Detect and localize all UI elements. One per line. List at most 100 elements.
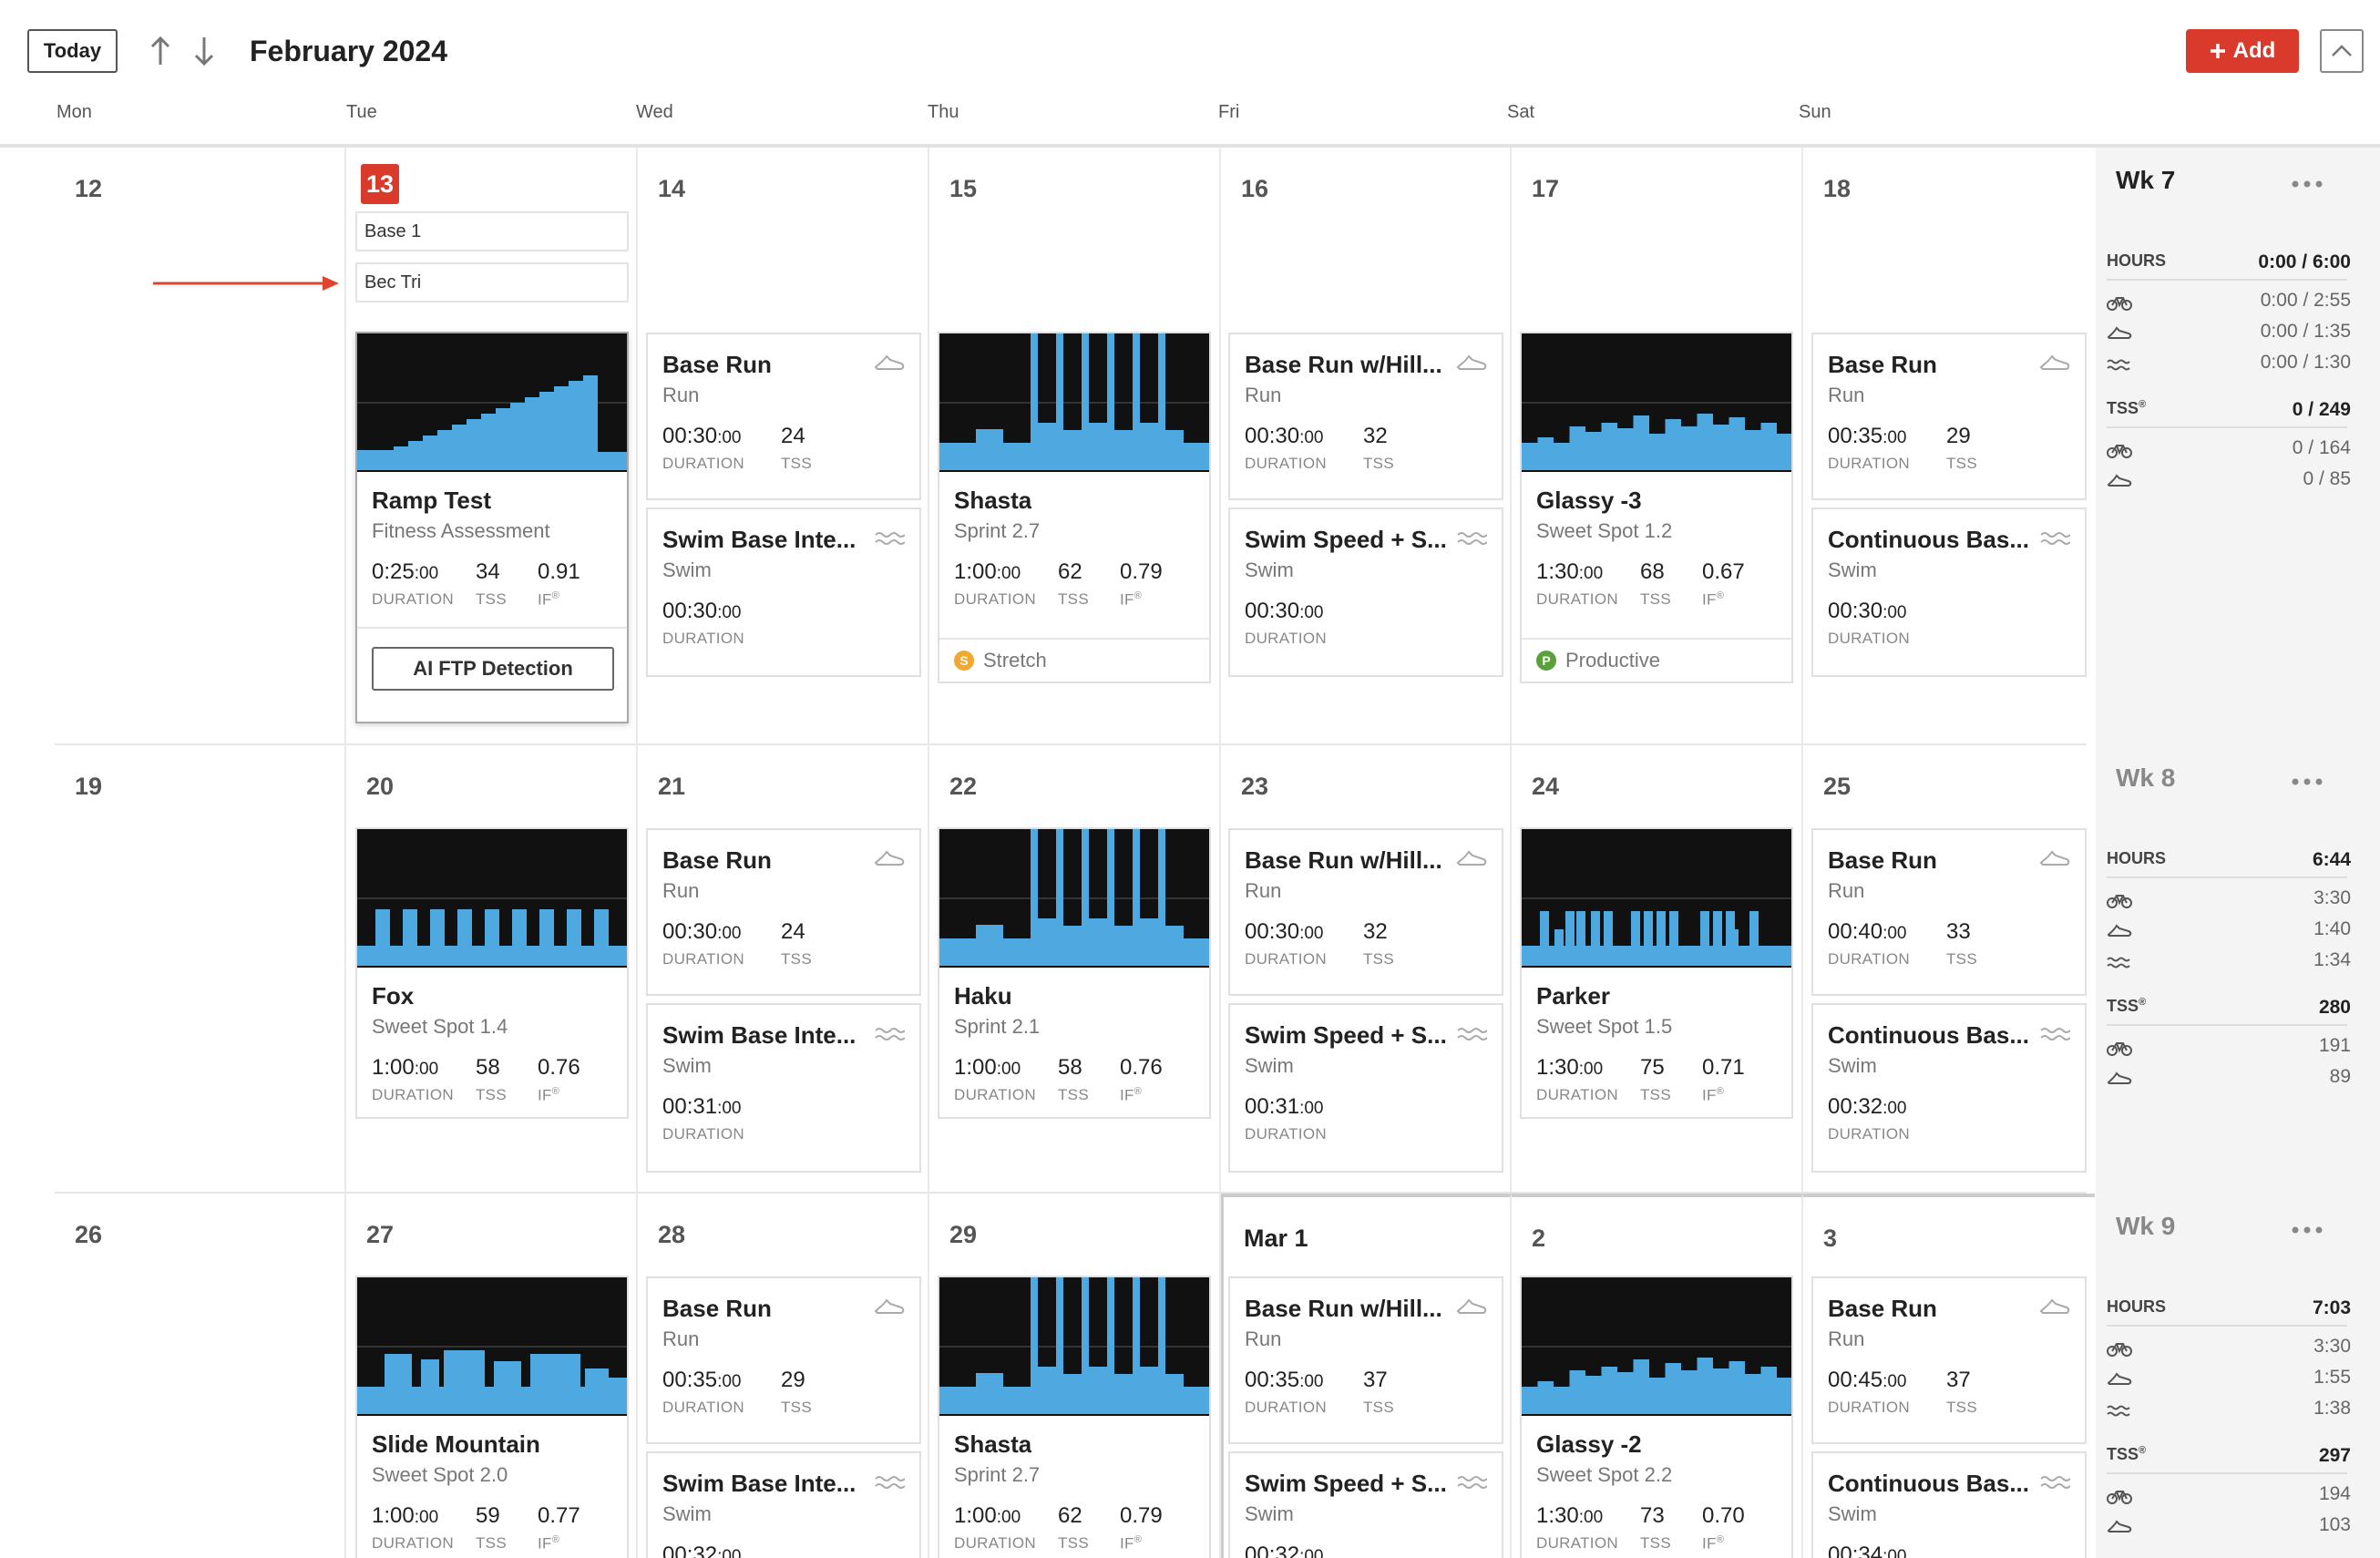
day-cell[interactable]: 22 (929, 745, 1221, 1194)
workout-card[interactable]: Swim Base Inte... Swim 00:30:00 DURATION (646, 507, 921, 677)
day-cell[interactable]: 12 (55, 148, 346, 745)
workout-card[interactable]: Base Run Run 00:30:00 DURATION 24 TSS (646, 333, 921, 500)
workout-card[interactable]: Base Run w/Hill... Run 00:35:00 DURATION 37 T… (1228, 1276, 1503, 1444)
workout-card[interactable]: Shasta Sprint 2.7 1:00:00 DURATION 62 TSS 0.79… (938, 332, 1211, 683)
if-label-text: IF (1702, 590, 1717, 609)
workout-card[interactable]: Swim Base Inte... Swim 00:31:00 DURATION (646, 1003, 921, 1173)
workout-card[interactable]: Shasta Sprint 2.7 1:00:00 DURATION 62 TSS 0.79… (938, 1276, 1211, 1558)
day-cell[interactable]: Mar 1 (1221, 1194, 1512, 1558)
tss-value: 37 (1946, 1368, 1971, 1392)
day-cell[interactable]: 16 (1221, 148, 1512, 745)
workout-title: Swim Speed + S... (1245, 526, 1447, 553)
day-number: 23 (1241, 773, 1269, 800)
workout-card[interactable]: Continuous Bas... Swim 00:30:00 DURATION (1811, 507, 2087, 677)
workout-card[interactable]: Base Run Run 00:35:00 DURATION 29 TSS (1811, 333, 2087, 500)
day-number: 22 (949, 773, 978, 800)
training-phase-tag[interactable]: Base 1 (355, 211, 629, 251)
day-cell[interactable]: 24 (1512, 745, 1803, 1194)
summary-row: 1:34 (2107, 949, 2380, 980)
workout-card[interactable]: Base Run Run 00:30:00 DURATION 24 TSS (646, 828, 921, 996)
workout-card[interactable]: Glassy -2 Sweet Spot 2.2 1:30:00 DURATION 73… (1520, 1276, 1793, 1558)
workout-card[interactable]: Fox Sweet Spot 1.4 1:00:00 DURATION 58 TSS 0.7… (355, 827, 629, 1119)
event-tag[interactable]: Bec Tri (355, 262, 629, 302)
day-cell[interactable]: 23 (1221, 745, 1512, 1194)
week-label: Wk 9 (2116, 1212, 2176, 1240)
day-number: 29 (949, 1221, 978, 1248)
workout-card[interactable]: Parker Sweet Spot 1.5 1:30:00 DURATION 75 TSS… (1520, 827, 1793, 1119)
more-options-icon[interactable] (2289, 1212, 2325, 1248)
summary-row: 0 / 85 (2107, 468, 2380, 499)
workout-card[interactable]: Haku Sprint 2.1 1:00:00 DURATION 58 TSS 0.76 IF… (938, 827, 1211, 1119)
previous-arrow-icon[interactable] (144, 31, 177, 71)
day-cell[interactable]: 3 (1803, 1194, 2095, 1558)
duration-value: 00:35:00 (662, 1368, 741, 1393)
day-cell[interactable]: 25 (1803, 745, 2095, 1194)
day-cell[interactable]: 13 (346, 148, 638, 745)
workout-card[interactable]: Base Run Run 00:45:00 DURATION 37 TSS (1811, 1276, 2087, 1444)
day-cell[interactable]: 2 (1512, 1194, 1803, 1558)
workout-subtitle: Swim (662, 1054, 712, 1077)
duration-seconds: :00 (717, 924, 742, 943)
workout-card[interactable]: Swim Speed + S... Swim 00:30:00 DURATION (1228, 507, 1503, 677)
day-cell[interactable]: 27 (346, 1194, 638, 1558)
workout-card[interactable]: Base Run w/Hill... Run 00:30:00 DURATION 32 T… (1228, 333, 1503, 500)
workout-profile (357, 829, 627, 968)
day-cell[interactable]: 19 (55, 745, 346, 1194)
workout-card[interactable]: Glassy -3 Sweet Spot 1.2 1:30:00 DURATION 68… (1520, 332, 1793, 683)
day-number: 27 (366, 1221, 395, 1248)
duration-seconds: :00 (996, 1060, 1021, 1079)
summary-value: 0:00 / 6:00 (2258, 251, 2351, 272)
today-button[interactable]: Today (27, 29, 118, 73)
summary-label: HOURS (2107, 251, 2166, 271)
duration-seconds: :00 (1578, 564, 1604, 583)
workout-subtitle: Swim (662, 559, 712, 581)
day-cell[interactable]: 18 (1803, 148, 2095, 745)
collapse-button[interactable] (2320, 29, 2364, 73)
workout-title: Glassy -3 (1536, 487, 1642, 514)
day-cell[interactable]: 21 (638, 745, 929, 1194)
day-cell[interactable]: 26 (55, 1194, 346, 1558)
more-options-icon[interactable] (2289, 764, 2325, 800)
tss-value: 62 (1058, 1503, 1082, 1528)
workout-card[interactable]: Slide Mountain Sweet Spot 2.0 1:00:00 DURAT… (355, 1276, 629, 1558)
workout-card[interactable]: Continuous Bas... Swim 00:32:00 DURATION (1811, 1003, 2087, 1173)
duration-value: 00:45:00 (1828, 1368, 1906, 1393)
workout-card[interactable]: Base Run Run 00:40:00 DURATION 33 TSS (1811, 828, 2087, 996)
summary-row: 3:30 (2107, 1336, 2380, 1367)
summary-value: 0 / 249 (2292, 399, 2351, 420)
tss-value: 59 (476, 1503, 500, 1528)
if-value: 0.77 (538, 1503, 580, 1528)
workout-card[interactable]: Swim Speed + S... Swim 00:31:00 DURATION (1228, 1003, 1503, 1173)
summary-row: HOURS 7:03 (2107, 1297, 2380, 1328)
workout-card[interactable]: Ramp Test Fitness Assessment 0:25:00 DURATI… (355, 332, 629, 723)
add-button[interactable]: Add (2186, 29, 2299, 73)
summary-label-text: TSS (2107, 399, 2139, 417)
ai-ftp-detection-button[interactable]: AI FTP Detection (372, 647, 614, 691)
summary-row: 1:38 (2107, 1398, 2380, 1429)
workout-subtitle: Swim (1245, 1054, 1294, 1077)
day-cell[interactable]: 14 (638, 148, 929, 745)
duration-value: 1:00:00 (954, 559, 1021, 585)
day-cell[interactable]: 29 (929, 1194, 1221, 1558)
more-options-icon[interactable] (2289, 166, 2325, 202)
workout-card[interactable]: Base Run Run 00:35:00 DURATION 29 TSS (646, 1276, 921, 1444)
day-cell[interactable]: 17 (1512, 148, 1803, 745)
summary-value: 1:34 (2313, 949, 2351, 970)
tss-value: 73 (1640, 1503, 1665, 1528)
if-value: 0.91 (538, 559, 580, 584)
zone-label: Stretch (983, 649, 1047, 671)
workout-card[interactable]: Base Run w/Hill... Run 00:30:00 DURATION 32 T… (1228, 828, 1503, 996)
run-icon (2107, 472, 2132, 490)
day-cell[interactable]: 28 (638, 1194, 929, 1558)
summary-row: HOURS 6:44 (2107, 849, 2380, 880)
day-cell[interactable]: 15 (929, 148, 1221, 745)
day-header-mon: Mon (56, 102, 92, 122)
day-cell[interactable]: 20 (346, 745, 638, 1194)
workout-title: Base Run (662, 846, 772, 874)
tss-label: TSS (476, 1086, 507, 1103)
run-icon (2039, 848, 2070, 868)
next-arrow-icon[interactable] (188, 31, 221, 71)
